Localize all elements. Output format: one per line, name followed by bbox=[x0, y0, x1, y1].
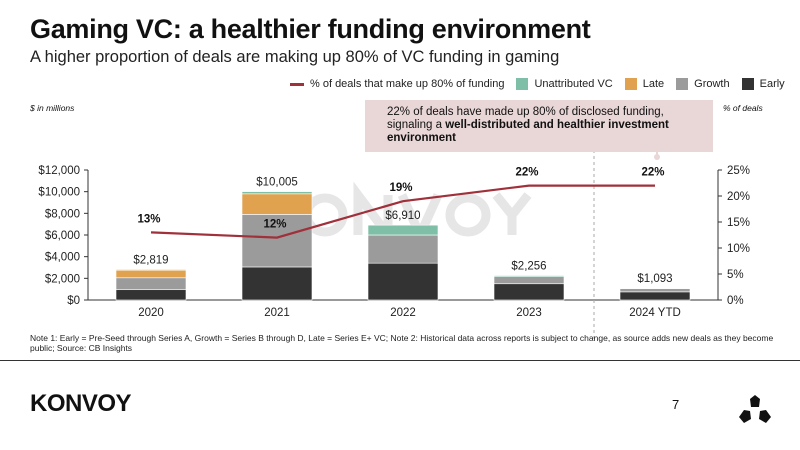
callout-text: 22% of deals have made up 80% of disclos… bbox=[387, 106, 664, 131]
x-tick-label: 2024 YTD bbox=[629, 307, 681, 319]
y2-tick-label: 25% bbox=[727, 165, 750, 177]
bar-total-label: $1,093 bbox=[637, 273, 672, 285]
bar-total-label: $2,819 bbox=[133, 254, 168, 266]
bar-early bbox=[241, 266, 313, 301]
callout-bold-text: well-distributed and healthier investmen… bbox=[387, 119, 669, 144]
callout-pointer-dot bbox=[654, 154, 660, 160]
divider bbox=[0, 360, 800, 361]
y2-tick-label: 5% bbox=[727, 269, 744, 281]
y2-tick-label: 15% bbox=[727, 217, 750, 229]
y2-tick-label: 20% bbox=[727, 191, 750, 203]
konvoy-mark-icon bbox=[739, 395, 771, 423]
bar-growth bbox=[367, 234, 439, 264]
line-data-label: 13% bbox=[137, 213, 160, 225]
line-data-label: 22% bbox=[515, 167, 538, 179]
y-tick-label: $2,000 bbox=[45, 273, 80, 285]
legend-swatch-early bbox=[741, 78, 754, 90]
bar-unattributed-vc bbox=[493, 275, 565, 278]
bar-unattributed-vc bbox=[241, 191, 313, 195]
y2-tick-label: 0% bbox=[727, 295, 744, 307]
legend-line-swatch bbox=[290, 82, 304, 86]
legend-swatch-late bbox=[624, 78, 637, 90]
page-number: 7 bbox=[672, 397, 680, 412]
bar-early bbox=[619, 291, 691, 301]
footnote: Note 1: Early = Pre-Seed through Series … bbox=[30, 333, 774, 353]
line-data-label: 22% bbox=[641, 167, 664, 179]
y-tick-label: $6,000 bbox=[45, 230, 80, 242]
legend-label: Unattributed VC bbox=[534, 78, 613, 90]
legend-label: Early bbox=[759, 78, 785, 90]
bar-unattributed-vc bbox=[367, 224, 439, 236]
legend-swatch-unattributed bbox=[516, 78, 529, 90]
y2-tick-label: 10% bbox=[727, 243, 750, 255]
y-tick-label: $4,000 bbox=[45, 252, 80, 264]
bar-growth bbox=[241, 214, 313, 268]
y-tick-label: $8,000 bbox=[45, 208, 80, 220]
slide-title: Gaming VC: a healthier funding environme… bbox=[30, 14, 591, 44]
line-data-label: 12% bbox=[263, 219, 286, 231]
legend-label: Late bbox=[642, 78, 665, 90]
bar-total-label: $2,256 bbox=[511, 261, 546, 273]
legend-label: % of deals that make up 80% of funding bbox=[310, 78, 505, 90]
y-tick-label: $10,000 bbox=[38, 187, 80, 199]
bar-early bbox=[367, 262, 439, 301]
y-tick-label: $0 bbox=[67, 295, 80, 307]
x-tick-label: 2021 bbox=[264, 307, 290, 319]
bar-early bbox=[115, 289, 187, 301]
line-series bbox=[150, 184, 655, 239]
x-tick-label: 2022 bbox=[390, 307, 416, 319]
bar-growth bbox=[493, 276, 565, 285]
legend-label: Growth bbox=[694, 78, 730, 90]
chart-legend: % of deals that make up 80% of funding U… bbox=[290, 78, 785, 90]
bar-late bbox=[241, 193, 313, 215]
bar-early bbox=[493, 283, 565, 301]
x-tick-label: 2020 bbox=[138, 307, 164, 319]
x-tick-label: 2023 bbox=[516, 307, 542, 319]
y-tick-label: $12,000 bbox=[38, 165, 80, 177]
bar-total-label: $10,005 bbox=[256, 177, 298, 189]
bar-growth bbox=[619, 288, 691, 293]
bar-total-label: $6,910 bbox=[385, 210, 420, 222]
bar-unattributed-vc bbox=[115, 269, 187, 271]
bar-late bbox=[115, 269, 187, 279]
callout-box: 22% of deals have made up 80% of disclos… bbox=[365, 100, 713, 152]
legend-swatch-growth bbox=[676, 78, 689, 90]
konvoy-logo: KONVOY bbox=[30, 390, 132, 417]
bar-growth bbox=[115, 277, 187, 291]
y-axis-label: $ in millions bbox=[30, 103, 75, 113]
y2-axis-label: % of deals bbox=[723, 103, 763, 113]
slide-subtitle: A higher proportion of deals are making … bbox=[30, 48, 560, 66]
line-data-label: 19% bbox=[389, 182, 412, 194]
